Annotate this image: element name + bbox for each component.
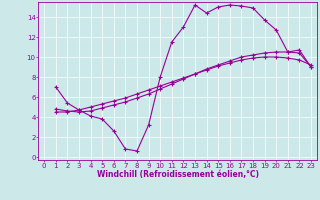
X-axis label: Windchill (Refroidissement éolien,°C): Windchill (Refroidissement éolien,°C) (97, 170, 259, 179)
